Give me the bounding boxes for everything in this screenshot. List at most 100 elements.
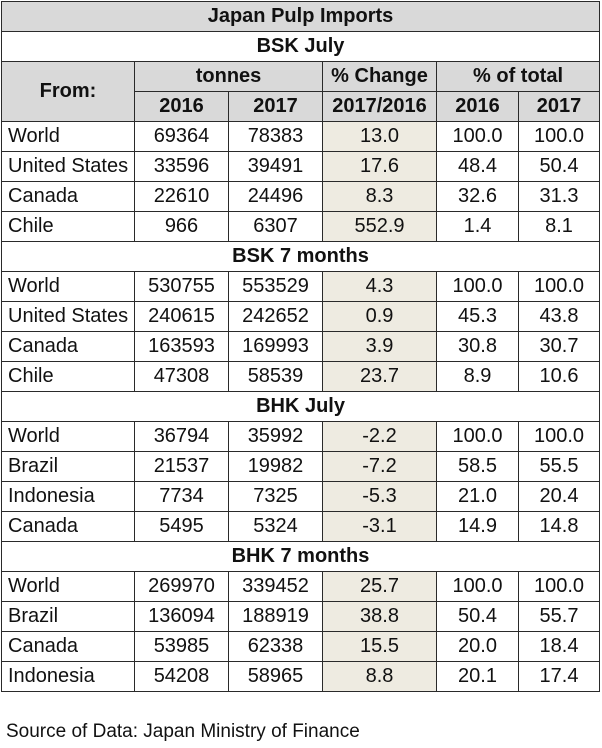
change-cell: 15.5	[322, 631, 437, 662]
table-row: World 36794 35992 -2.2 100.0 100.0	[1, 421, 601, 452]
tonnes-2016-cell: 136094	[134, 601, 229, 632]
table-row: United States 240615 242652 0.9 45.3 43.8	[1, 301, 601, 332]
country-cell: United States	[1, 151, 135, 182]
change-cell: 25.7	[322, 571, 437, 602]
share-2017-cell: 100.0	[517, 571, 601, 602]
tonnes-2017-cell: 339452	[228, 571, 323, 602]
country-cell: Indonesia	[1, 661, 135, 692]
tonnes-header: tonnes	[134, 61, 323, 92]
country-cell: World	[1, 271, 135, 302]
country-cell: Canada	[1, 181, 135, 212]
share-2017-cell: 18.4	[517, 631, 601, 662]
share-2016-cell: 14.9	[436, 511, 519, 542]
change-cell: 4.3	[322, 271, 437, 302]
table-row: Canada 5495 5324 -3.1 14.9 14.8	[1, 511, 601, 542]
tonnes-2016-cell: 530755	[134, 271, 229, 302]
tonnes-2017-cell: 242652	[228, 301, 323, 332]
tonnes-2016-cell: 47308	[134, 361, 229, 392]
tonnes-2016-cell: 69364	[134, 121, 229, 152]
country-cell: World	[1, 421, 135, 452]
change-period-header: 2017/2016	[322, 91, 437, 122]
share-2017-cell: 8.1	[517, 211, 601, 242]
country-cell: World	[1, 571, 135, 602]
change-cell: 23.7	[322, 361, 437, 392]
tonnes-2017-cell: 19982	[228, 451, 323, 482]
tonnes-2017-cell: 553529	[228, 271, 323, 302]
tonnes-2016-cell: 54208	[134, 661, 229, 692]
tonnes-2017-cell: 39491	[228, 151, 323, 182]
total-2017-header: 2017	[517, 91, 601, 122]
country-cell: Canada	[1, 331, 135, 362]
source-note: Source of Data: Japan Ministry of Financ…	[6, 721, 360, 742]
tonnes-2016-cell: 7734	[134, 481, 229, 512]
change-cell: 13.0	[322, 121, 437, 152]
share-2017-cell: 100.0	[517, 421, 601, 452]
table-row: Canada 163593 169993 3.9 30.8 30.7	[1, 331, 601, 362]
section-title: BHK July	[0, 391, 601, 422]
share-2016-cell: 45.3	[436, 301, 519, 332]
share-2016-cell: 20.1	[436, 661, 519, 692]
country-cell: Chile	[1, 361, 135, 392]
country-cell: Brazil	[1, 451, 135, 482]
section-title: BHK 7 months	[0, 541, 601, 572]
share-2016-cell: 100.0	[436, 571, 519, 602]
table-row: Brazil 21537 19982 -7.2 58.5 55.5	[1, 451, 601, 482]
table-row: Chile 966 6307 552.9 1.4 8.1	[1, 211, 601, 242]
share-2016-cell: 50.4	[436, 601, 519, 632]
share-2016-cell: 100.0	[436, 421, 519, 452]
share-2017-cell: 31.3	[517, 181, 601, 212]
tonnes-2017-cell: 169993	[228, 331, 323, 362]
table-row: Chile 47308 58539 23.7 8.9 10.6	[1, 361, 601, 392]
tonnes-2017-cell: 5324	[228, 511, 323, 542]
change-cell: -3.1	[322, 511, 437, 542]
share-2017-cell: 10.6	[517, 361, 601, 392]
tonnes-2017-cell: 24496	[228, 181, 323, 212]
table-row: Canada 53985 62338 15.5 20.0 18.4	[1, 631, 601, 662]
title-row: Japan Pulp Imports	[0, 1, 601, 32]
table-row: United States 33596 39491 17.6 48.4 50.4	[1, 151, 601, 182]
share-2017-cell: 43.8	[517, 301, 601, 332]
table-title: Japan Pulp Imports	[0, 1, 601, 32]
share-2017-cell: 17.4	[517, 661, 601, 692]
table-row: World 269970 339452 25.7 100.0 100.0	[1, 571, 601, 602]
share-2016-cell: 1.4	[436, 211, 519, 242]
country-cell: Canada	[1, 511, 135, 542]
table-row: Indonesia 54208 58965 8.8 20.1 17.4	[1, 661, 601, 692]
tonnes-2016-cell: 966	[134, 211, 229, 242]
country-cell: United States	[1, 301, 135, 332]
tonnes-2016-cell: 269970	[134, 571, 229, 602]
table-row: Brazil 136094 188919 38.8 50.4 55.7	[1, 601, 601, 632]
share-2017-cell: 55.5	[517, 451, 601, 482]
change-cell: -5.3	[322, 481, 437, 512]
table-body: Japan Pulp Imports BSK July From: tonnes…	[0, 1, 601, 692]
tonnes-2016-cell: 22610	[134, 181, 229, 212]
total-header: % of total	[435, 61, 601, 92]
total-2016-header: 2016	[436, 91, 519, 122]
country-cell: Chile	[1, 211, 135, 242]
tonnes-2016-cell: 163593	[134, 331, 229, 362]
share-2017-cell: 50.4	[517, 151, 601, 182]
tonnes-2016-cell: 21537	[134, 451, 229, 482]
country-cell: Brazil	[1, 601, 135, 632]
table-row: Canada 22610 24496 8.3 32.6 31.3	[1, 181, 601, 212]
section-row: BSK 7 months	[0, 241, 601, 272]
header-row-2: 2016 2017 2017/2016 2016 2017	[2, 91, 601, 122]
share-2016-cell: 32.6	[436, 181, 519, 212]
change-cell: -2.2	[322, 421, 437, 452]
year-2016-header: 2016	[134, 91, 229, 122]
table-row: World 69364 78383 13.0 100.0 100.0	[1, 121, 601, 152]
table-row: Indonesia 7734 7325 -5.3 21.0 20.4	[1, 481, 601, 512]
year-2017-header: 2017	[228, 91, 323, 122]
section-title: BSK July	[0, 31, 601, 62]
tonnes-2017-cell: 78383	[228, 121, 323, 152]
from-header: From:	[1, 61, 135, 122]
share-2016-cell: 100.0	[436, 271, 519, 302]
change-cell: 17.6	[322, 151, 437, 182]
change-cell: 0.9	[322, 301, 437, 332]
section-row: BHK July	[0, 391, 601, 422]
change-header: % Change	[322, 61, 437, 92]
share-2016-cell: 21.0	[436, 481, 519, 512]
share-2017-cell: 100.0	[517, 271, 601, 302]
share-2016-cell: 100.0	[436, 121, 519, 152]
tonnes-2017-cell: 6307	[228, 211, 323, 242]
